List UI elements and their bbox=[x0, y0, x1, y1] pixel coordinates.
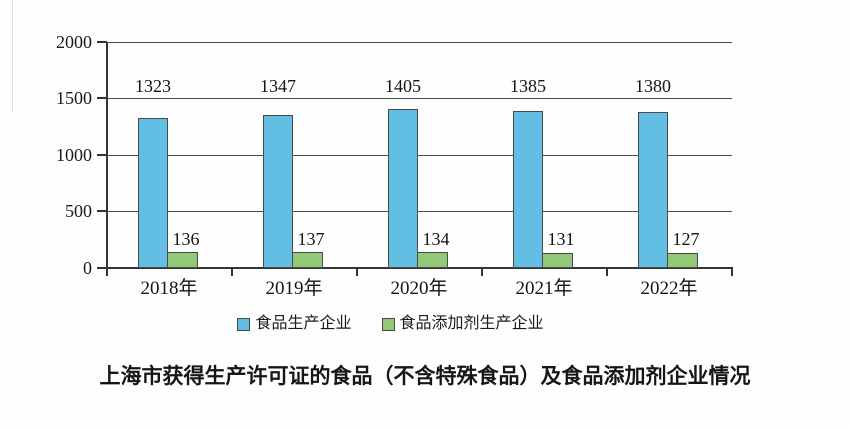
y-tick-label: 500 bbox=[65, 201, 92, 221]
y-axis-line bbox=[105, 41, 108, 268]
legend: 食品生产企业 食品添加剂生产企业 bbox=[50, 312, 731, 336]
y-tick-1500 bbox=[96, 97, 107, 99]
x-category-label: 2019年 bbox=[265, 278, 323, 299]
page-edge-line bbox=[12, 0, 13, 112]
legend-label: 食品添加剂生产企业 bbox=[399, 315, 544, 332]
legend-item: 食品生产企业 bbox=[237, 314, 352, 334]
y-tick-0 bbox=[96, 266, 107, 269]
legend-swatch-icon bbox=[381, 317, 395, 331]
x-tick bbox=[105, 267, 108, 276]
y-tick-1000 bbox=[96, 153, 107, 156]
bar-value-label: 131 bbox=[547, 229, 575, 249]
legend-item: 食品添加剂生产企业 bbox=[381, 314, 544, 334]
x-tick bbox=[355, 267, 358, 276]
bar-value-label: 1405 bbox=[385, 76, 421, 96]
bar-食品添加剂生产企业-2021年 bbox=[542, 252, 573, 268]
legend-swatch-icon bbox=[237, 317, 251, 331]
x-category-label: 2021年 bbox=[515, 278, 573, 299]
bar-食品生产企业-2022年 bbox=[638, 111, 668, 268]
bar-食品添加剂生产企业-2020年 bbox=[417, 252, 448, 268]
gridline-1500 bbox=[106, 98, 732, 99]
y-tick-2000 bbox=[96, 40, 107, 43]
x-category-label: 2022年 bbox=[640, 278, 698, 299]
y-tick-label: 2000 bbox=[56, 31, 92, 52]
x-category-label: 2018年 bbox=[140, 278, 198, 299]
x-axis-line bbox=[105, 266, 733, 269]
x-category-label: 2020年 bbox=[390, 278, 448, 299]
gridline-2000 bbox=[106, 41, 732, 43]
bar-value-label: 1380 bbox=[635, 76, 671, 96]
bar-食品生产企业-2019年 bbox=[263, 115, 293, 268]
bar-value-label: 127 bbox=[672, 229, 700, 249]
gridline-500 bbox=[106, 211, 732, 212]
bar-value-label: 137 bbox=[297, 229, 325, 249]
x-tick bbox=[730, 267, 733, 276]
gridline-1000 bbox=[106, 154, 732, 156]
x-tick bbox=[605, 267, 608, 276]
bar-value-label: 1323 bbox=[135, 76, 171, 96]
y-tick-500 bbox=[96, 210, 107, 212]
x-tick bbox=[480, 267, 483, 276]
legend-label: 食品生产企业 bbox=[255, 315, 352, 332]
bar-食品生产企业-2020年 bbox=[388, 108, 418, 268]
y-tick-label: 0 bbox=[83, 257, 92, 278]
chart-title: 上海市获得生产许可证的食品（不含特殊食品）及食品添加剂企业情况 bbox=[99, 365, 751, 388]
bar-value-label: 134 bbox=[422, 229, 450, 249]
bar-食品生产企业-2021年 bbox=[513, 111, 543, 268]
y-tick-label: 1000 bbox=[56, 144, 92, 165]
y-tick-label: 1500 bbox=[56, 88, 92, 108]
bar-食品添加剂生产企业-2019年 bbox=[292, 252, 323, 268]
bar-食品添加剂生产企业-2022年 bbox=[667, 253, 698, 268]
bar-value-label: 1385 bbox=[510, 76, 546, 96]
bar-食品添加剂生产企业-2018年 bbox=[167, 252, 198, 268]
bar-value-label: 136 bbox=[172, 229, 200, 249]
bar-食品生产企业-2018年 bbox=[138, 118, 168, 268]
bar-value-label: 1347 bbox=[260, 76, 296, 96]
x-tick bbox=[230, 267, 233, 276]
